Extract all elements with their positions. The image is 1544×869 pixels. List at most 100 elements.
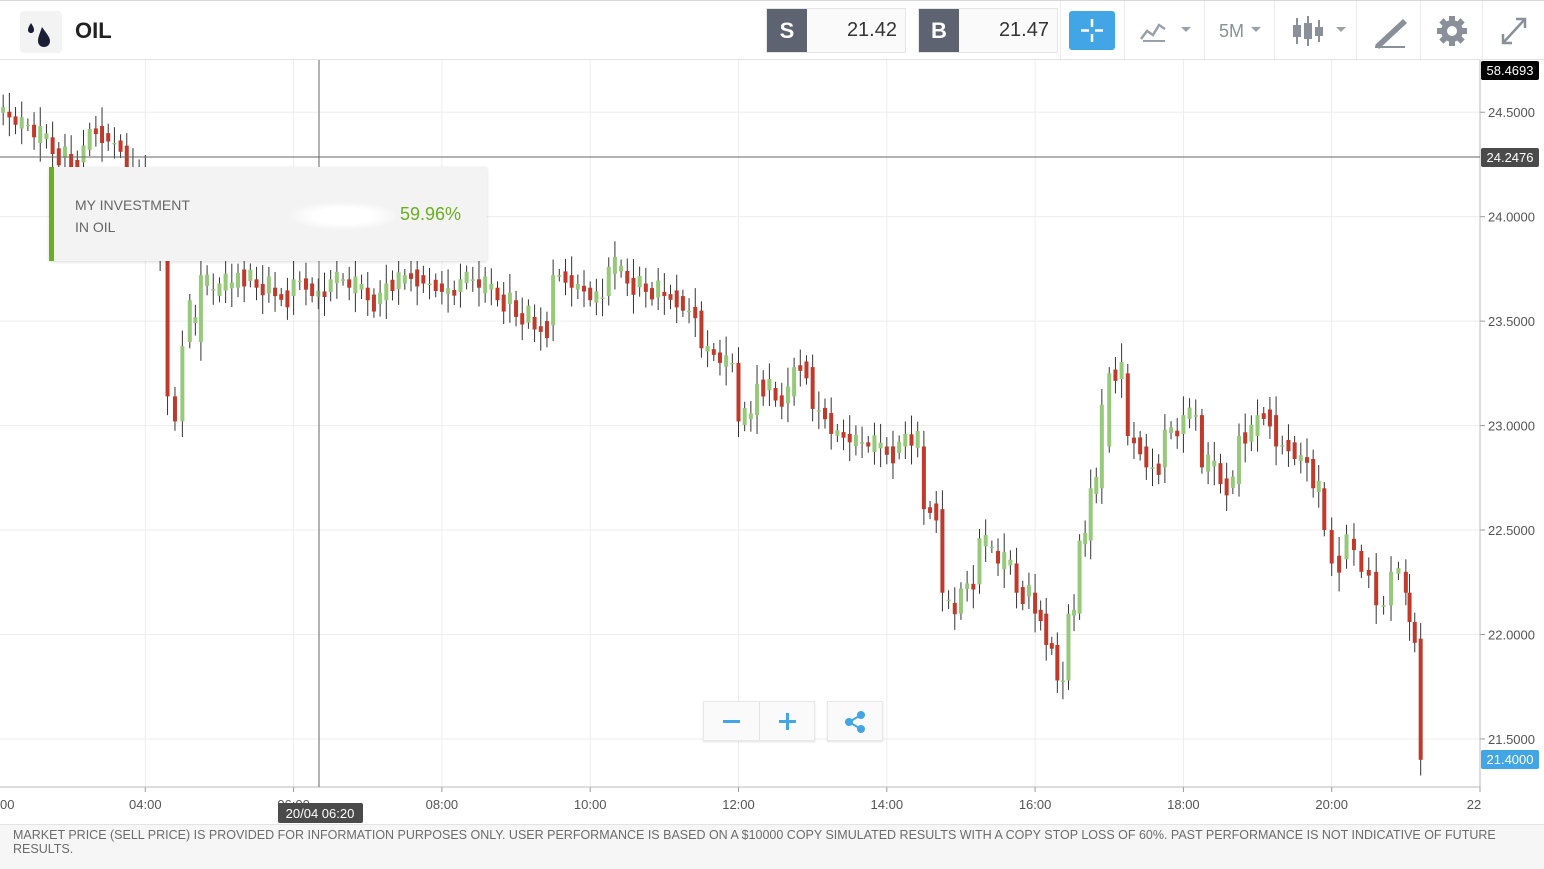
candle-body <box>1337 555 1342 573</box>
candle-body <box>915 431 920 448</box>
candle-body <box>921 446 926 510</box>
candle-body <box>958 588 963 614</box>
disclaimer-footer: MARKET PRICE (SELL PRICE) IS PROVIDED FO… <box>0 824 1544 869</box>
candle-style-dropdown[interactable] <box>1274 1 1356 61</box>
candle-body <box>1156 463 1161 475</box>
candle-body <box>1113 369 1118 381</box>
investment-tooltip: MY INVESTMENT IN OIL 59.96% <box>49 167 487 261</box>
candle-body <box>582 285 587 292</box>
candle-body <box>229 282 234 289</box>
candle-body <box>285 290 290 308</box>
candle-body <box>606 266 611 297</box>
zoom-out-button[interactable] <box>704 702 760 740</box>
candle-body <box>668 294 673 300</box>
chart-axes: 24.5000 24.0000 23.5000 23.0000 22.5000 22.00… <box>0 60 1535 812</box>
buy-button[interactable]: B 21.47 <box>918 8 1058 53</box>
candle-body <box>489 283 494 290</box>
candle-body <box>532 316 537 330</box>
candle-body <box>637 276 642 288</box>
candle-body <box>1286 439 1291 452</box>
price-chart[interactable]: 24.5000 24.0000 23.5000 23.0000 22.5000 22.00… <box>0 60 1544 824</box>
candle-body <box>1131 437 1136 444</box>
share-button[interactable] <box>827 701 883 741</box>
y-tick-label: 21.5000 <box>1488 732 1535 747</box>
candle-body <box>761 379 766 397</box>
candle-body <box>1351 538 1356 551</box>
candle-body <box>1125 373 1130 437</box>
candle-body <box>106 133 111 142</box>
candle-body <box>989 546 994 549</box>
candle-body <box>1292 442 1297 460</box>
candle-body <box>1083 532 1088 545</box>
crosshair-tool[interactable] <box>1060 1 1124 61</box>
x-tick-label: 22 <box>1467 797 1481 812</box>
expand-icon <box>1501 17 1527 45</box>
candle-body <box>680 296 685 311</box>
buy-label: B <box>919 9 959 52</box>
candle-body <box>742 408 747 425</box>
candle-body <box>878 442 883 449</box>
x-tick-label: 12:00 <box>722 797 755 812</box>
settings-button[interactable] <box>1420 1 1482 61</box>
price-tag-current-text: 21.4000 <box>1487 752 1534 767</box>
candle-body <box>371 294 376 312</box>
candle-body <box>1144 446 1149 468</box>
candle-body <box>773 387 778 401</box>
candles <box>1 92 1423 776</box>
zoom-in-button[interactable] <box>760 702 815 740</box>
candle-body <box>223 273 228 291</box>
candle-body <box>748 413 753 420</box>
crosshair-icon <box>1069 11 1115 50</box>
fullscreen-button[interactable] <box>1482 1 1544 61</box>
candle-body <box>1 107 6 113</box>
minus-icon <box>723 720 740 723</box>
candle-body <box>514 300 519 317</box>
candle-body <box>1033 592 1038 614</box>
candle-body <box>396 272 401 290</box>
candle-body <box>674 290 679 308</box>
candle-body <box>804 361 809 379</box>
draw-tool[interactable] <box>1356 1 1420 61</box>
timeframe-label: 5M <box>1219 21 1245 41</box>
candle-body <box>1255 415 1260 437</box>
candle-body <box>983 535 988 547</box>
candle-body <box>594 291 599 303</box>
candle-body <box>1026 585 1031 597</box>
candle-body <box>427 283 432 286</box>
candle-body <box>1298 455 1303 461</box>
candle-body <box>1014 563 1019 593</box>
candle-body <box>7 111 12 118</box>
candle-body <box>909 434 914 446</box>
candle-body <box>165 258 170 397</box>
candle-body <box>965 583 970 590</box>
candle-body <box>1418 638 1423 760</box>
plus-icon <box>779 713 796 730</box>
x-tick-label: 10:00 <box>574 797 607 812</box>
candle-body <box>69 154 74 171</box>
share-icon <box>845 711 865 733</box>
candle-body <box>1311 459 1316 489</box>
investment-percent: 59.96% <box>400 204 462 224</box>
candle-body <box>32 124 37 138</box>
candle-body <box>649 288 654 300</box>
timeframe-dropdown[interactable]: 5M <box>1204 1 1274 61</box>
candle-body <box>1237 436 1242 485</box>
candle-body <box>353 276 358 294</box>
candle-body <box>1218 463 1223 485</box>
candle-body <box>810 367 815 409</box>
candle-body <box>193 317 198 324</box>
candle-body <box>841 432 846 438</box>
candle-body <box>1329 530 1334 564</box>
candle-body <box>1044 613 1049 645</box>
candle-body <box>890 446 895 464</box>
candle-body <box>334 271 339 284</box>
chart-type-dropdown[interactable] <box>1124 1 1204 61</box>
redacted-value <box>291 202 396 230</box>
y-tick-label: 24.0000 <box>1488 210 1535 225</box>
candle-body <box>118 140 123 152</box>
candle-body <box>971 583 976 590</box>
price-tag-top: 58.4693 <box>1481 61 1539 80</box>
candle-body <box>402 275 407 284</box>
sell-button[interactable]: S 21.42 <box>766 8 906 53</box>
candle-body <box>693 306 698 319</box>
